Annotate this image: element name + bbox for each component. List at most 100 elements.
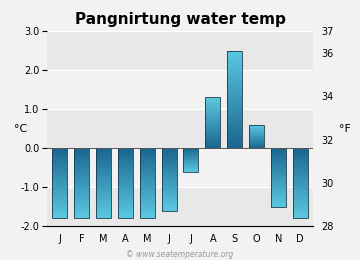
Bar [140, 215, 155, 216]
Bar [271, 186, 286, 187]
Bar [140, 173, 155, 174]
Bar [293, 181, 307, 182]
Bar [227, 104, 242, 106]
Bar [74, 214, 89, 215]
Bar [293, 203, 307, 204]
Bar [293, 151, 307, 152]
Bar [118, 182, 133, 183]
Bar [184, 164, 198, 165]
Bar [74, 196, 89, 197]
Bar [162, 149, 176, 150]
Bar [162, 166, 176, 167]
Bar [74, 217, 89, 218]
Bar [227, 80, 242, 82]
Bar [96, 163, 111, 165]
Bar [96, 154, 111, 155]
Bar [271, 191, 286, 192]
Bar [74, 183, 89, 184]
Bar [140, 180, 155, 181]
Bar [74, 191, 89, 193]
Bar [293, 158, 307, 159]
Bar [96, 152, 111, 153]
Bar [184, 167, 198, 168]
Bar [293, 167, 307, 168]
Bar [227, 98, 242, 99]
Bar [96, 175, 111, 176]
Bar [118, 200, 133, 201]
Bar [184, 165, 198, 166]
Bar [205, 144, 220, 145]
Bar [140, 216, 155, 217]
Bar [74, 197, 89, 199]
Bar [162, 170, 176, 171]
Bar [249, 125, 264, 126]
Bar [162, 153, 176, 154]
Bar [184, 151, 198, 152]
Bar [162, 210, 176, 211]
Bar [140, 187, 155, 188]
Bar [205, 138, 220, 139]
Bar [162, 177, 176, 178]
Bar [140, 177, 155, 179]
Bar [118, 204, 133, 205]
Bar [249, 145, 264, 146]
Bar [118, 190, 133, 191]
Bar [227, 121, 242, 122]
Bar [53, 199, 67, 200]
Bar [227, 86, 242, 88]
Bar [227, 99, 242, 101]
Bar [293, 160, 307, 161]
Bar [271, 156, 286, 157]
Bar [184, 171, 198, 172]
Bar [96, 153, 111, 154]
Bar [53, 173, 67, 174]
Bar [74, 199, 89, 200]
Bar [205, 127, 220, 128]
Bar [249, 135, 264, 136]
Bar [74, 204, 89, 205]
Bar [53, 217, 67, 218]
Bar [271, 185, 286, 186]
Bar [118, 186, 133, 187]
Bar [184, 160, 198, 161]
Bar [271, 177, 286, 178]
Bar [293, 201, 307, 202]
Bar [293, 182, 307, 183]
Bar [205, 145, 220, 146]
Bar [293, 200, 307, 201]
Bar [227, 73, 242, 75]
Bar [53, 191, 67, 193]
Bar [249, 141, 264, 142]
Bar [96, 177, 111, 179]
Bar [184, 155, 198, 156]
Bar [118, 193, 133, 194]
Bar [140, 195, 155, 196]
Bar [293, 148, 307, 218]
Bar [293, 205, 307, 207]
Bar [118, 174, 133, 175]
Bar [96, 200, 111, 201]
Bar [205, 147, 220, 148]
Bar [53, 167, 67, 168]
Bar [140, 168, 155, 169]
Bar [74, 159, 89, 160]
Bar [162, 209, 176, 210]
Bar [96, 199, 111, 200]
Bar [293, 174, 307, 175]
Bar [118, 194, 133, 195]
Bar [227, 52, 242, 54]
Bar [96, 190, 111, 191]
Bar [271, 159, 286, 160]
Bar [47, 187, 313, 226]
Bar [53, 207, 67, 208]
Bar [205, 113, 220, 114]
Bar [53, 189, 67, 190]
Bar [118, 188, 133, 189]
Bar [53, 181, 67, 182]
Bar [162, 206, 176, 207]
Bar [271, 203, 286, 204]
Bar [227, 106, 242, 108]
Bar [205, 111, 220, 112]
Bar [227, 51, 242, 148]
Bar [271, 168, 286, 169]
